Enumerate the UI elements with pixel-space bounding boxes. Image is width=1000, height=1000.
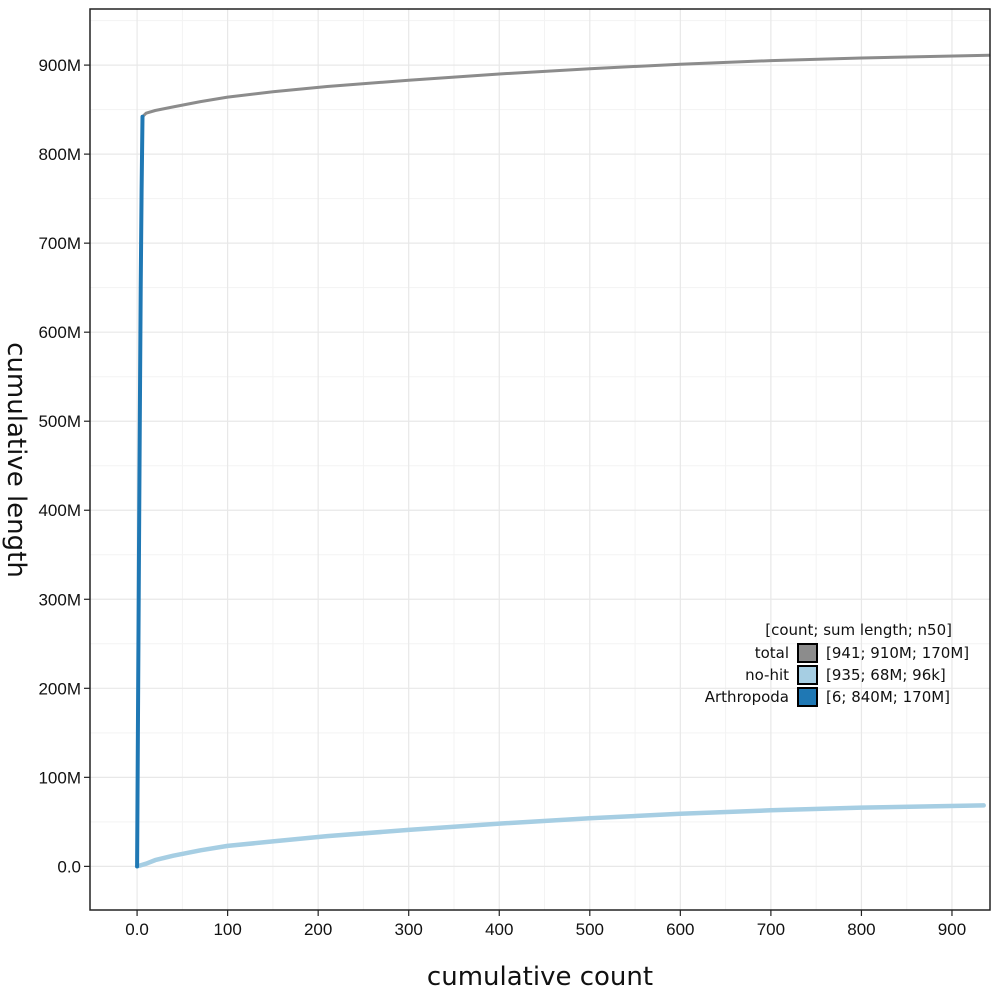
x-tick-label: 800 (847, 920, 875, 939)
legend-values-no-hit: [935; 68M; 96k] (826, 666, 946, 684)
x-tick-label: 300 (395, 920, 423, 939)
legend-title: [count; sum length; n50] (765, 621, 952, 639)
x-tick-label: 900 (938, 920, 966, 939)
x-tick-label: 600 (666, 920, 694, 939)
y-tick-label: 100M (38, 768, 81, 787)
series-line-arthropoda (135, 114, 145, 869)
x-tick-label: 100 (213, 920, 241, 939)
series-line-total (141, 53, 991, 119)
y-tick-label: 400M (38, 501, 81, 520)
plot-panel-border (89, 8, 991, 911)
y-tick-label: 300M (38, 590, 81, 609)
legend-name-total: total (755, 644, 789, 662)
legend-values-total: [941; 910M; 170M] (826, 644, 969, 662)
axis-ticks: 0.0 100 200 300 400 500 600 700 800 900 0.0 100M 200… (38, 56, 966, 939)
y-tick-label: 0.0 (57, 857, 81, 876)
legend-entries: total [941; 910M; 170M] no-hit [935; 68M; 9… (705, 643, 969, 707)
legend-swatch-arthropoda (797, 687, 818, 707)
grid (90, 9, 990, 910)
y-tick-label: 200M (38, 679, 81, 698)
legend-swatch-no-hit (797, 665, 818, 685)
x-tick-label: 400 (485, 920, 513, 939)
y-tick-label: 800M (38, 145, 81, 164)
x-axis-title: cumulative count (427, 962, 653, 992)
series-lines (134, 53, 991, 869)
y-tick-label: 500M (38, 412, 81, 431)
legend: [count; sum length; n50] total [941; 910M… (705, 621, 969, 707)
legend-name-no-hit: no-hit (745, 666, 789, 684)
y-tick-label: 900M (38, 56, 81, 75)
y-axis-title: cumulative length (1, 342, 31, 578)
x-tick-label: 500 (576, 920, 604, 939)
legend-swatch-total (797, 643, 818, 663)
x-tick-label: 200 (304, 920, 332, 939)
legend-name-arthropoda: Arthropoda (705, 688, 789, 706)
x-tick-label: 0.0 (125, 920, 149, 939)
legend-values-arthropoda: [6; 840M; 170M] (826, 688, 950, 706)
y-tick-label: 700M (38, 234, 81, 253)
x-tick-label: 700 (757, 920, 785, 939)
series-line-no-hit (134, 803, 986, 869)
y-tick-label: 600M (38, 323, 81, 342)
